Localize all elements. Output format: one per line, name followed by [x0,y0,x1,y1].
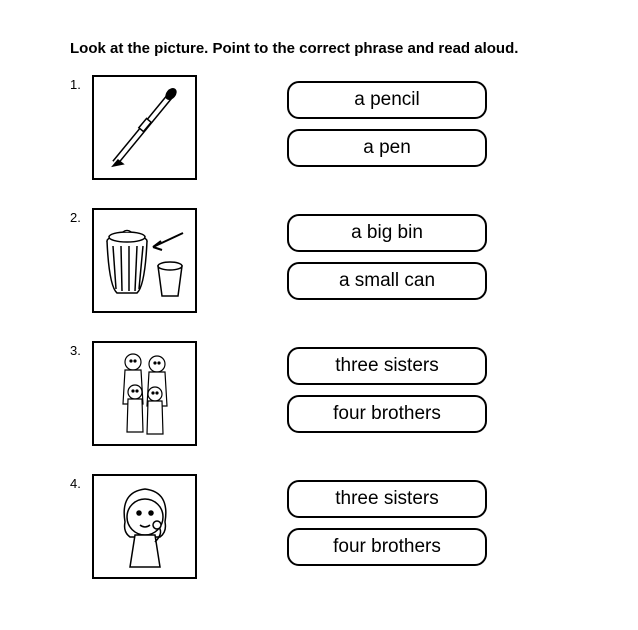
question-row: 4. three sisters four brothers [70,474,568,579]
question-number: 2. [70,208,92,225]
image-box-girl [92,474,197,579]
choice-option[interactable]: three sisters [287,347,487,385]
image-box-bins [92,208,197,313]
question-number: 3. [70,341,92,358]
question-number: 1. [70,75,92,92]
instruction-text: Look at the picture. Point to the correc… [70,40,568,57]
choice-option[interactable]: four brothers [287,528,487,566]
choice-option[interactable]: a pen [287,129,487,167]
choice-option[interactable]: a pencil [287,81,487,119]
image-box-pen [92,75,197,180]
question-row: 1. a pencil a pen [70,75,568,180]
choice-option[interactable]: a big bin [287,214,487,252]
question-number: 4. [70,474,92,491]
choices-group: a big bin a small can [287,208,487,300]
choice-option[interactable]: a small can [287,262,487,300]
choices-group: a pencil a pen [287,75,487,167]
choice-option[interactable]: four brothers [287,395,487,433]
question-row: 3. [70,341,568,446]
choices-group: three sisters four brothers [287,474,487,566]
choices-group: three sisters four brothers [287,341,487,433]
question-row: 2. [70,208,568,313]
image-box-family [92,341,197,446]
worksheet-page: Look at the picture. Point to the correc… [0,0,638,627]
choice-option[interactable]: three sisters [287,480,487,518]
